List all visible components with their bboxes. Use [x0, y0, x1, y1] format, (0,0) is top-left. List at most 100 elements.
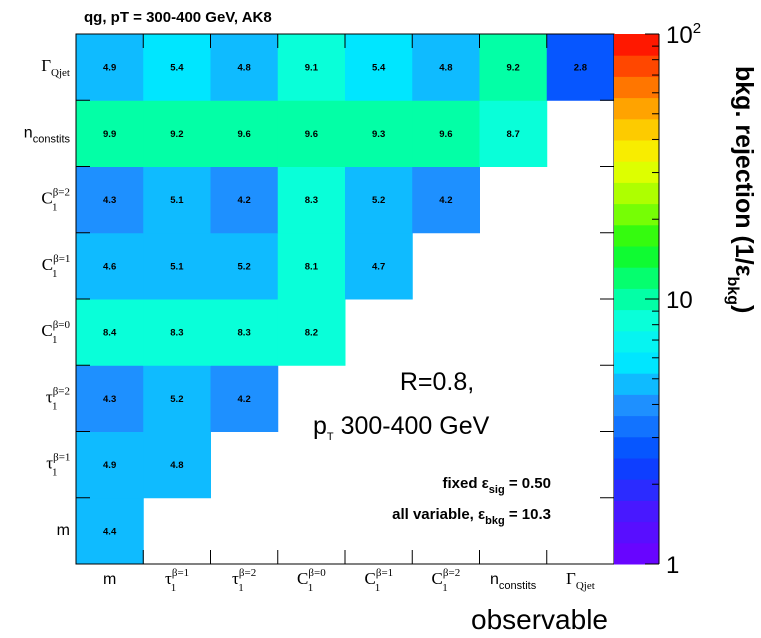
heatmap-cell — [210, 365, 279, 432]
x-axis-label: observable — [471, 604, 608, 635]
heatmap-cell — [76, 497, 144, 565]
fixed-eff-annotation: fixed εsig = 0.50 — [443, 475, 552, 496]
color-scale-tick-exponent: 2 — [693, 20, 701, 37]
heatmap-cell — [210, 100, 279, 167]
color-scale-band — [614, 97, 659, 120]
cell-value-label: 5.2 — [238, 261, 251, 272]
heatmap-cell — [546, 34, 615, 101]
color-scale-band — [614, 436, 659, 459]
heatmap-cell — [277, 232, 346, 300]
heatmap-cell — [277, 166, 346, 234]
y-tick-label-symbol: τ — [46, 387, 53, 406]
x-tick-label-subscript: constits — [499, 580, 537, 592]
color-scale-tick-base: 10 — [666, 22, 693, 49]
y-tick-label-symbol: C — [41, 189, 52, 208]
heatmap-cell — [143, 34, 211, 101]
x-tick-label-symbol: n — [490, 571, 499, 588]
heatmap-cell — [76, 34, 144, 101]
x-tick-label-superscript: β=2 — [239, 567, 256, 579]
x-tick-label: τβ=2 1 — [232, 567, 256, 594]
color-scale-label-sub: bkg — [724, 277, 741, 305]
cell-value-label: 4.2 — [238, 394, 251, 405]
radius-annotation: R=0.8, — [400, 368, 474, 396]
pt-annotation-sub: T — [327, 431, 334, 443]
x-tick-label: nconstits — [490, 571, 537, 592]
y-tick-label-superscript: β=2 — [53, 385, 70, 397]
x-tick-label-superscript: β=2 — [443, 567, 460, 579]
cell-value-label: 8.7 — [507, 129, 520, 140]
heatmap-cell — [143, 431, 211, 499]
color-scale-band — [614, 521, 659, 544]
heatmap-cell — [210, 232, 279, 300]
cell-value-label: 4.3 — [103, 394, 116, 405]
cell-value-label: 5.1 — [170, 195, 184, 206]
cell-value-label: 9.3 — [372, 129, 385, 140]
cell-value-label: 9.9 — [103, 129, 116, 140]
y-tick-label: m — [57, 522, 70, 539]
x-tick-label: Cβ=0 1 — [297, 567, 326, 594]
y-tick-label-subscript: 1 — [52, 202, 58, 214]
x-tick-label-superscript: β=1 — [376, 567, 393, 579]
heatmap-cell — [210, 299, 279, 366]
y-tick-label-superscript: β=1 — [53, 253, 70, 265]
cell-value-label: 4.2 — [238, 195, 251, 206]
heatmap-cell — [479, 100, 548, 167]
heatmap-cell — [345, 34, 413, 101]
pt-annotation: pT 300-400 GeV — [313, 412, 490, 443]
cell-value-label: 8.3 — [305, 195, 318, 206]
fixed-eff-sub: sig — [489, 484, 505, 496]
cell-value-label: 9.6 — [238, 129, 251, 140]
y-tick-label-subscript: 1 — [52, 400, 58, 412]
cell-value-label: 4.8 — [170, 460, 183, 471]
color-scale-band — [614, 76, 659, 99]
heatmap-cell — [76, 100, 144, 167]
cell-value-label: 8.4 — [103, 328, 117, 339]
cell-value-label: 4.6 — [103, 261, 116, 272]
heatmap-cell — [412, 166, 480, 234]
pt-annotation-main: p — [313, 412, 327, 440]
color-scale-tick-label: 102 — [666, 20, 701, 49]
heatmap-cell — [345, 100, 413, 167]
y-tick-label-superscript: β=1 — [53, 452, 70, 464]
color-scale-band — [614, 140, 659, 162]
cell-value-label: 4.2 — [439, 195, 452, 206]
x-tick-label-symbol: C — [365, 569, 376, 588]
cell-value-label: 5.2 — [372, 195, 385, 206]
all-variable-sub: bkg — [485, 515, 505, 527]
y-tick-label-subscript: constits — [33, 133, 71, 145]
x-tick-label: ΓQjet — [566, 569, 595, 592]
y-tick-label-symbol: m — [57, 522, 70, 539]
color-scale-band — [614, 415, 659, 438]
cell-value-label: 4.3 — [103, 195, 116, 206]
x-tick-label-superscript: β=0 — [308, 567, 326, 579]
color-scale-band — [614, 55, 659, 77]
heatmap-cell — [143, 232, 211, 300]
heatmap-cell — [412, 100, 480, 167]
all-variable-value: = 10.3 — [505, 506, 551, 523]
fixed-eff-prefix: fixed ε — [443, 475, 489, 492]
heatmap-cell — [210, 34, 279, 101]
color-scale-band — [614, 246, 659, 268]
heatmap-cell — [76, 365, 144, 432]
heatmap-cell — [143, 299, 211, 366]
x-tick-label-symbol: C — [297, 569, 308, 588]
cell-value-label: 5.4 — [170, 63, 184, 74]
color-scale-band — [614, 203, 659, 226]
color-scale-label: bkg. rejection (1/εbkg) — [724, 66, 758, 313]
x-tick-label-subscript: 1 — [375, 582, 381, 594]
color-scale-band — [614, 500, 659, 523]
axis-ticks — [76, 34, 614, 564]
cell-value-label: 8.3 — [170, 328, 183, 339]
color-scale-tick-label: 1 — [666, 552, 679, 579]
x-tick-labels: m τβ=1 1 τβ=2 1 Cβ=0 1 Cβ=1 1 Cβ=2 1 nconstits ΓQjet — [103, 567, 595, 594]
color-scale-band — [614, 34, 659, 56]
pt-annotation-rest: 300-400 GeV — [334, 412, 490, 440]
cell-value-label: 9.6 — [305, 129, 318, 140]
color-scale-band — [614, 182, 659, 205]
cell-value-label: 5.4 — [372, 63, 386, 74]
y-tick-label-subscript: Qjet — [51, 67, 70, 79]
color-scale-tick-base: 1 — [666, 552, 679, 579]
